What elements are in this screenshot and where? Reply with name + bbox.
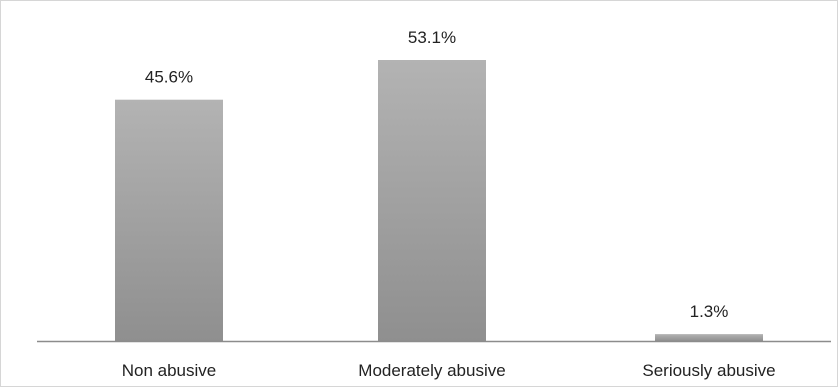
bar-non-abusive — [115, 99, 223, 341]
data-label-seriously-abusive: 1.3% — [690, 302, 729, 321]
bars-layer — [115, 60, 763, 341]
data-label-non-abusive: 45.6% — [145, 68, 193, 87]
x-tick-label-seriously-abusive: Seriously abusive — [642, 361, 775, 380]
x-tick-label-non-abusive: Non abusive — [122, 361, 217, 380]
bar-moderately-abusive — [378, 60, 486, 341]
labels-layer: 45.6% 53.1% 1.3% — [145, 28, 728, 321]
x-tick-label-moderately-abusive: Moderately abusive — [358, 361, 505, 380]
bar-seriously-abusive — [655, 334, 763, 341]
data-label-moderately-abusive: 53.1% — [408, 28, 456, 47]
x-tick-labels-layer: Non abusive Moderately abusive Seriously a… — [122, 361, 776, 380]
